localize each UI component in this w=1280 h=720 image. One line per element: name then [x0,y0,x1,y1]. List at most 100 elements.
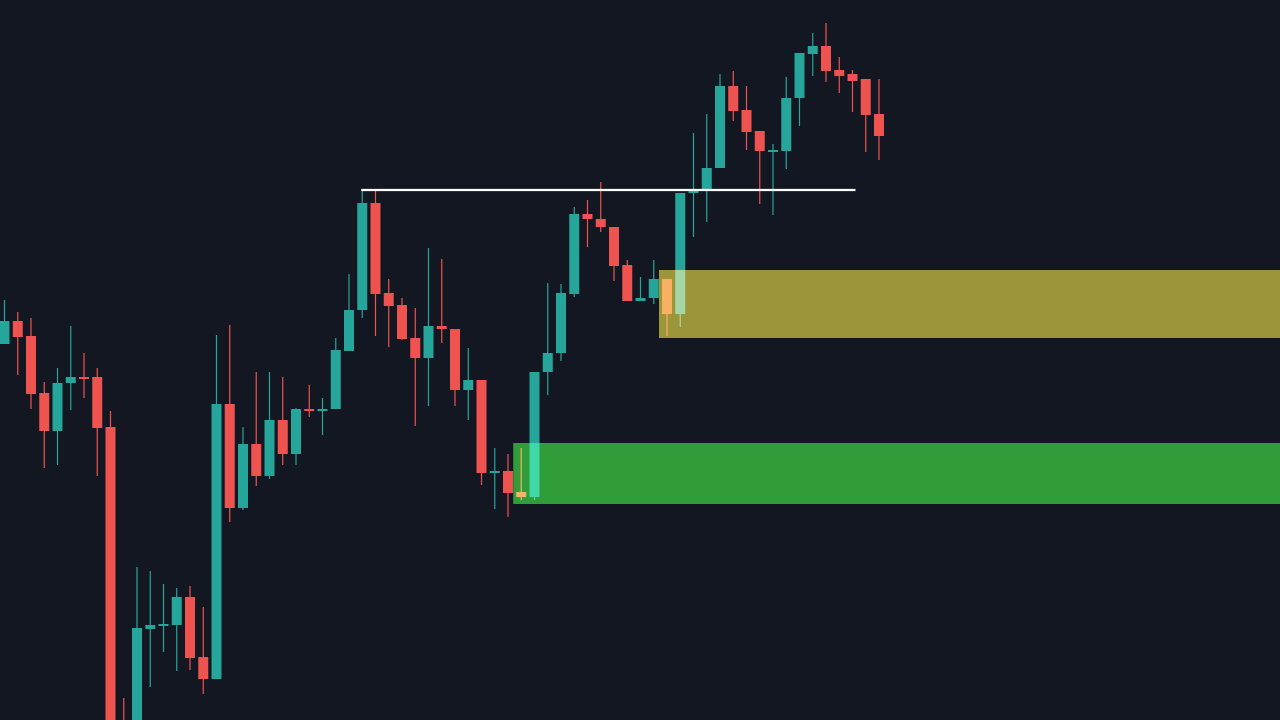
candle-up [768,144,778,215]
candle-up [423,248,434,406]
candle-body [834,70,845,76]
candle-body [105,427,116,720]
candle-up [0,300,10,344]
candle-body [821,46,831,71]
candle-body [26,336,36,394]
candle-up [145,571,156,687]
candle-down [609,227,619,281]
candle-body [701,168,712,190]
candle-down [370,191,381,336]
candle-body [211,404,222,679]
candle-up [648,260,659,304]
candle-down [410,308,421,426]
candle-body [807,46,818,54]
candle-body [224,404,235,508]
candle-body [648,279,659,298]
candle-body [397,305,407,339]
candle-up [132,567,142,720]
candle-up [542,283,553,395]
candle-up [158,584,169,652]
candle-body [132,628,142,720]
candle-up [330,338,341,409]
candle-body [781,98,792,151]
zones-group [513,270,1280,504]
candle-body [609,227,619,266]
candle-body [423,326,434,358]
candle-body [0,321,10,344]
candle-body [410,338,421,358]
candle-up [211,335,222,679]
candle-down [847,70,858,112]
candle-body [171,597,182,625]
candle-body [503,471,513,493]
candle-down [185,586,195,670]
candle-down [198,607,209,694]
candle-body [874,114,884,136]
candle-up [291,408,301,465]
supply-zone [659,270,1280,338]
candle-body [436,326,447,329]
candle-down [304,385,315,417]
candle-up [794,53,805,126]
candle-up [317,398,328,435]
candle-body [12,321,23,337]
candle-body [569,214,580,294]
candle-down [92,368,103,476]
candle-body [92,377,103,428]
candle-down [79,353,89,398]
candle-body [715,86,725,168]
candle-body [860,79,871,115]
candle-body [383,293,394,306]
candle-up [171,588,182,671]
candle-body [251,444,262,476]
candle-up [715,74,725,168]
candle-down [503,454,513,517]
candle-body [357,203,368,310]
candle-up [781,77,792,169]
candle-down [383,279,394,347]
candle-body [728,86,739,111]
candle-body [476,380,487,473]
candle-body [264,420,275,476]
demand-zone [513,443,1280,504]
candle-body [622,265,633,301]
candle-body [145,625,156,629]
candle-body [542,353,553,372]
candle-body [754,131,765,151]
candle-down [436,259,447,343]
candle-body [463,380,474,390]
candle-down [26,318,36,409]
candle-down [450,329,460,406]
candle-up [357,191,368,318]
candle-body [768,150,778,152]
candle-down [860,79,871,152]
candle-body [595,219,606,227]
candle-body [794,53,805,98]
candle-down [728,71,739,121]
candle-up [635,277,646,301]
candle-body [847,74,858,81]
candle-up [65,326,76,410]
candle-up [264,372,275,479]
candle-up [238,427,248,510]
candle-down [582,200,593,247]
candle-body [330,350,341,409]
candle-body [277,420,288,454]
candle-body [529,372,540,497]
candle-body [52,383,63,431]
candle-down [251,372,262,486]
candle-down [39,382,50,468]
candle-body [344,310,354,351]
candle-body [450,329,460,390]
candle-body [489,471,500,473]
candle-body [741,110,752,132]
candle-down [105,411,116,720]
candle-body [304,409,315,411]
candle-down [12,312,23,375]
candle-up [344,274,354,351]
candle-body [39,393,50,431]
candle-up [489,448,500,509]
candle-down [224,325,235,522]
candle-body [370,203,381,294]
